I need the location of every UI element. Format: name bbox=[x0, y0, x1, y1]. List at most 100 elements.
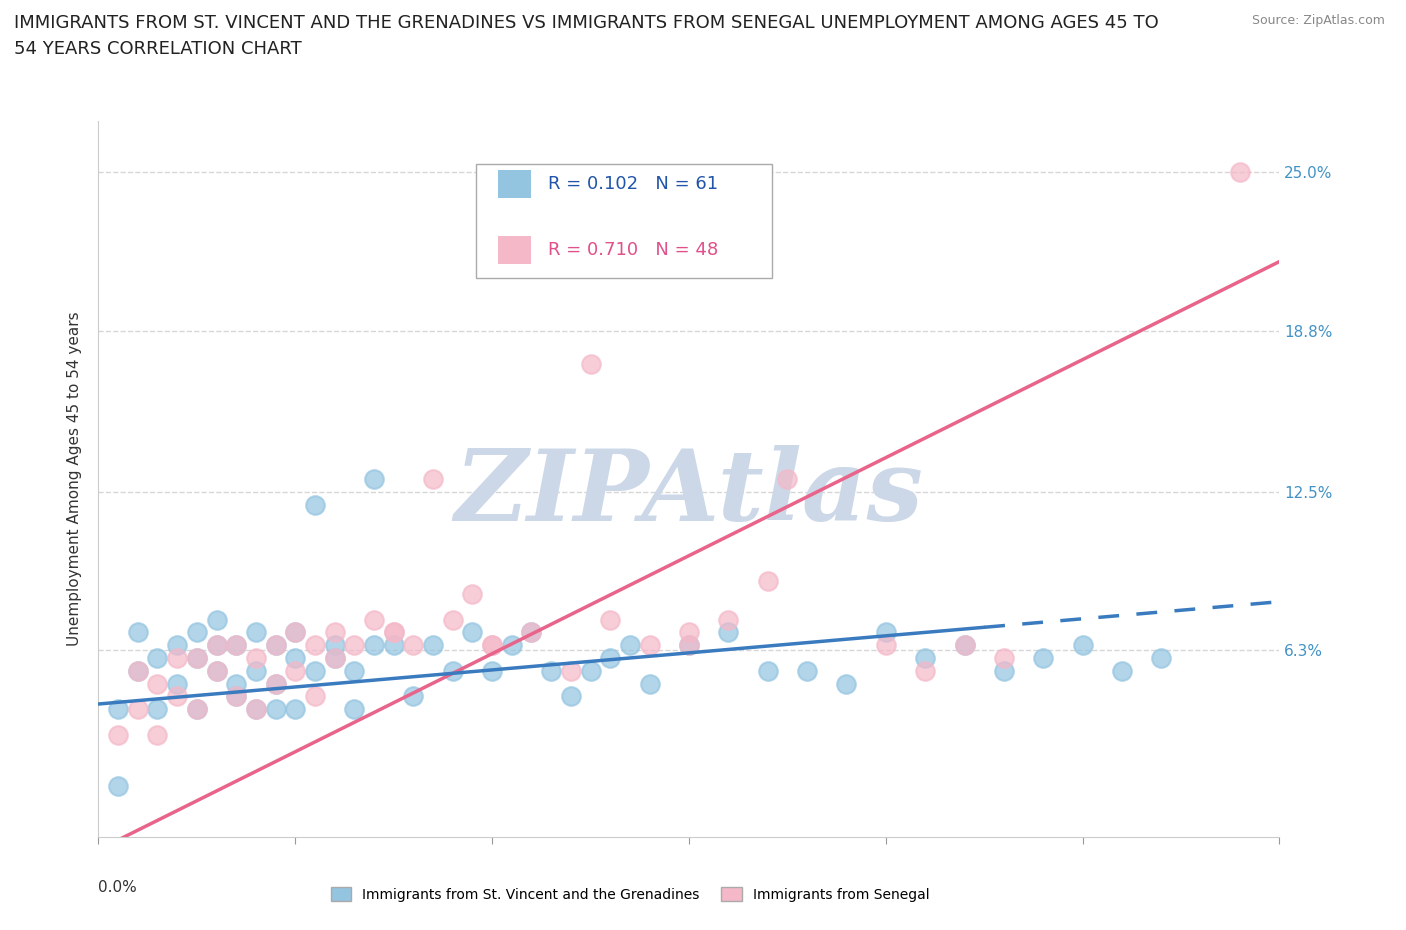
Immigrants from St. Vincent and the Grenadines bbox=[146, 702, 169, 717]
Immigrants from Senegal bbox=[402, 638, 425, 653]
Immigrants from St. Vincent and the Grenadines bbox=[127, 663, 149, 678]
Text: Source: ZipAtlas.com: Source: ZipAtlas.com bbox=[1251, 14, 1385, 27]
Immigrants from St. Vincent and the Grenadines bbox=[501, 638, 523, 653]
Immigrants from St. Vincent and the Grenadines bbox=[993, 663, 1015, 678]
Immigrants from St. Vincent and the Grenadines bbox=[205, 663, 228, 678]
Immigrants from Senegal bbox=[914, 663, 936, 678]
Immigrants from St. Vincent and the Grenadines bbox=[284, 651, 307, 666]
Immigrants from Senegal bbox=[284, 625, 307, 640]
Immigrants from St. Vincent and the Grenadines bbox=[304, 498, 326, 512]
Immigrants from St. Vincent and the Grenadines bbox=[1111, 663, 1133, 678]
Immigrants from St. Vincent and the Grenadines bbox=[264, 676, 287, 691]
Immigrants from St. Vincent and the Grenadines bbox=[343, 702, 366, 717]
FancyBboxPatch shape bbox=[498, 236, 530, 264]
Immigrants from Senegal bbox=[520, 625, 543, 640]
Immigrants from Senegal bbox=[717, 612, 740, 627]
Immigrants from St. Vincent and the Grenadines bbox=[599, 651, 621, 666]
Immigrants from Senegal bbox=[1229, 165, 1251, 179]
Text: R = 0.102   N = 61: R = 0.102 N = 61 bbox=[548, 175, 718, 193]
Immigrants from St. Vincent and the Grenadines bbox=[481, 663, 503, 678]
Immigrants from St. Vincent and the Grenadines bbox=[343, 663, 366, 678]
Immigrants from St. Vincent and the Grenadines bbox=[520, 625, 543, 640]
Immigrants from St. Vincent and the Grenadines bbox=[186, 651, 208, 666]
Immigrants from St. Vincent and the Grenadines bbox=[284, 702, 307, 717]
Immigrants from St. Vincent and the Grenadines bbox=[245, 663, 267, 678]
Immigrants from Senegal bbox=[166, 689, 188, 704]
Immigrants from St. Vincent and the Grenadines bbox=[127, 625, 149, 640]
Immigrants from Senegal bbox=[343, 638, 366, 653]
Immigrants from Senegal bbox=[284, 663, 307, 678]
Immigrants from Senegal bbox=[245, 651, 267, 666]
Immigrants from Senegal bbox=[107, 727, 129, 742]
Immigrants from St. Vincent and the Grenadines bbox=[245, 702, 267, 717]
Immigrants from St. Vincent and the Grenadines bbox=[166, 638, 188, 653]
Immigrants from St. Vincent and the Grenadines bbox=[441, 663, 464, 678]
Immigrants from Senegal bbox=[678, 638, 700, 653]
Immigrants from Senegal bbox=[225, 638, 247, 653]
Immigrants from Senegal bbox=[638, 638, 661, 653]
Immigrants from St. Vincent and the Grenadines bbox=[264, 702, 287, 717]
Immigrants from St. Vincent and the Grenadines bbox=[363, 638, 385, 653]
Immigrants from St. Vincent and the Grenadines bbox=[914, 651, 936, 666]
Text: R = 0.710   N = 48: R = 0.710 N = 48 bbox=[548, 241, 718, 259]
Immigrants from St. Vincent and the Grenadines bbox=[422, 638, 444, 653]
Immigrants from St. Vincent and the Grenadines bbox=[166, 676, 188, 691]
Immigrants from Senegal bbox=[304, 638, 326, 653]
Immigrants from Senegal bbox=[756, 574, 779, 589]
Immigrants from St. Vincent and the Grenadines bbox=[875, 625, 897, 640]
Immigrants from Senegal bbox=[264, 638, 287, 653]
Immigrants from St. Vincent and the Grenadines bbox=[796, 663, 818, 678]
Immigrants from St. Vincent and the Grenadines bbox=[107, 702, 129, 717]
Legend: Immigrants from St. Vincent and the Grenadines, Immigrants from Senegal: Immigrants from St. Vincent and the Gren… bbox=[330, 887, 929, 902]
Immigrants from St. Vincent and the Grenadines bbox=[363, 472, 385, 486]
Immigrants from Senegal bbox=[579, 356, 602, 371]
Immigrants from Senegal bbox=[205, 638, 228, 653]
Immigrants from St. Vincent and the Grenadines bbox=[146, 651, 169, 666]
Immigrants from St. Vincent and the Grenadines bbox=[382, 638, 405, 653]
Immigrants from Senegal bbox=[875, 638, 897, 653]
Immigrants from St. Vincent and the Grenadines bbox=[461, 625, 484, 640]
Immigrants from St. Vincent and the Grenadines bbox=[619, 638, 641, 653]
Immigrants from Senegal bbox=[225, 689, 247, 704]
Immigrants from St. Vincent and the Grenadines bbox=[245, 625, 267, 640]
Immigrants from St. Vincent and the Grenadines bbox=[835, 676, 858, 691]
Immigrants from Senegal bbox=[560, 663, 582, 678]
Immigrants from Senegal bbox=[127, 702, 149, 717]
Immigrants from Senegal bbox=[127, 663, 149, 678]
Immigrants from St. Vincent and the Grenadines bbox=[560, 689, 582, 704]
Immigrants from Senegal bbox=[776, 472, 799, 486]
Immigrants from Senegal bbox=[953, 638, 976, 653]
Immigrants from St. Vincent and the Grenadines bbox=[205, 638, 228, 653]
Immigrants from Senegal bbox=[186, 651, 208, 666]
Immigrants from St. Vincent and the Grenadines bbox=[1150, 651, 1173, 666]
Immigrants from St. Vincent and the Grenadines bbox=[402, 689, 425, 704]
Immigrants from Senegal bbox=[599, 612, 621, 627]
Immigrants from Senegal bbox=[993, 651, 1015, 666]
Text: IMMIGRANTS FROM ST. VINCENT AND THE GRENADINES VS IMMIGRANTS FROM SENEGAL UNEMPL: IMMIGRANTS FROM ST. VINCENT AND THE GREN… bbox=[14, 14, 1159, 59]
FancyBboxPatch shape bbox=[498, 170, 530, 198]
Text: ZIPAtlas: ZIPAtlas bbox=[454, 445, 924, 541]
Immigrants from St. Vincent and the Grenadines bbox=[953, 638, 976, 653]
Immigrants from Senegal bbox=[245, 702, 267, 717]
Immigrants from St. Vincent and the Grenadines bbox=[323, 638, 346, 653]
Immigrants from Senegal bbox=[146, 676, 169, 691]
Immigrants from Senegal bbox=[422, 472, 444, 486]
Immigrants from Senegal bbox=[441, 612, 464, 627]
Immigrants from St. Vincent and the Grenadines bbox=[579, 663, 602, 678]
FancyBboxPatch shape bbox=[477, 164, 772, 278]
Immigrants from St. Vincent and the Grenadines bbox=[225, 676, 247, 691]
Immigrants from Senegal bbox=[363, 612, 385, 627]
Immigrants from St. Vincent and the Grenadines bbox=[186, 702, 208, 717]
Immigrants from Senegal bbox=[264, 676, 287, 691]
Immigrants from St. Vincent and the Grenadines bbox=[304, 663, 326, 678]
Immigrants from Senegal bbox=[166, 651, 188, 666]
Immigrants from Senegal bbox=[205, 663, 228, 678]
Text: 0.0%: 0.0% bbox=[98, 880, 138, 895]
Immigrants from St. Vincent and the Grenadines bbox=[107, 778, 129, 793]
Immigrants from Senegal bbox=[186, 702, 208, 717]
Immigrants from St. Vincent and the Grenadines bbox=[717, 625, 740, 640]
Immigrants from Senegal bbox=[481, 638, 503, 653]
Immigrants from St. Vincent and the Grenadines bbox=[1032, 651, 1054, 666]
Immigrants from Senegal bbox=[323, 651, 346, 666]
Immigrants from St. Vincent and the Grenadines bbox=[264, 638, 287, 653]
